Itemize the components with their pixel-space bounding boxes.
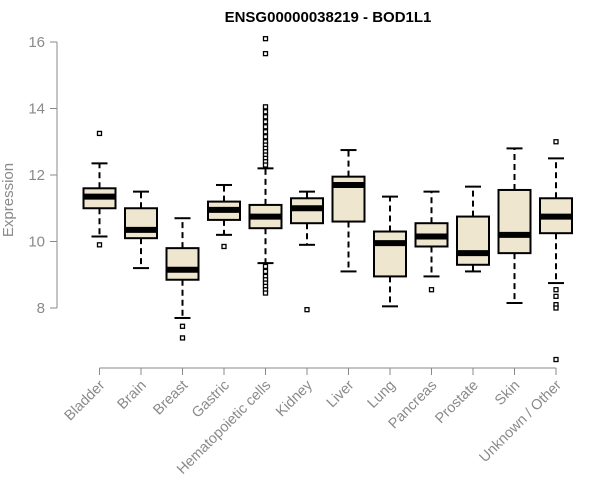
- box-kidney: [290, 190, 324, 313]
- x-tick-label: Brain: [115, 378, 150, 413]
- iqr-box: [497, 188, 532, 255]
- y-tick-label: 10: [28, 234, 45, 251]
- box-bladder: [82, 130, 117, 248]
- outlier-point: [553, 293, 559, 300]
- outlier-point: [96, 130, 103, 137]
- iqr-box: [456, 215, 490, 266]
- outlier-point: [179, 323, 186, 329]
- outlier-point: [179, 335, 186, 341]
- outlier-point: [262, 119, 269, 125]
- box-gastric: [207, 183, 241, 250]
- outlier-point: [262, 290, 269, 296]
- outlier-point: [262, 162, 269, 168]
- outlier-point: [262, 129, 269, 135]
- box-hematopoietic-cells: [248, 36, 283, 296]
- outlier-point: [262, 114, 269, 120]
- iqr-box: [124, 207, 158, 240]
- outlier-point: [553, 287, 559, 293]
- chart-title: ENSG00000038219 - BOD1L1: [225, 9, 432, 26]
- outlier-point: [262, 104, 269, 110]
- y-tick-label: 16: [28, 34, 45, 51]
- box-unknown-other: [539, 139, 573, 363]
- box-skin: [497, 147, 532, 305]
- boxes-group: [82, 36, 573, 363]
- outlier-point: [262, 36, 269, 42]
- y-tick-label: 12: [28, 167, 45, 184]
- iqr-box: [165, 247, 200, 281]
- outlier-point: [221, 243, 227, 250]
- outlier-point: [553, 305, 559, 311]
- y-axis: 8 10 12 14 16: [28, 34, 58, 317]
- outlier-point: [262, 109, 269, 115]
- x-tick-label: Breast: [150, 378, 191, 419]
- outlier-point: [304, 307, 310, 313]
- outlier-point: [553, 139, 559, 145]
- outlier-point: [262, 50, 269, 57]
- box-lung: [373, 195, 407, 308]
- box-liver: [331, 149, 366, 273]
- x-tick-label: Prostate: [432, 378, 481, 427]
- x-tick-label: Liver: [324, 377, 358, 411]
- y-tick-label: 14: [28, 101, 45, 118]
- box-breast: [165, 217, 200, 341]
- y-axis-label: Expression: [0, 163, 17, 237]
- outlier-point: [96, 242, 103, 248]
- x-tick-label: Bladder: [62, 377, 109, 424]
- outlier-point: [553, 356, 559, 363]
- outlier-point: [262, 268, 269, 275]
- iqr-box: [373, 230, 407, 278]
- box-prostate: [456, 185, 490, 273]
- y-tick-label: 8: [37, 300, 45, 317]
- box-brain: [124, 190, 158, 270]
- outlier-point: [262, 263, 269, 270]
- box-pancreas: [414, 190, 449, 293]
- outlier-point: [262, 124, 269, 130]
- x-tick-label: Kidney: [273, 377, 316, 420]
- outlier-point: [428, 287, 435, 293]
- x-tick-label: Lung: [365, 378, 399, 412]
- outlier-point: [262, 134, 269, 140]
- x-tick-label: Skin: [492, 378, 523, 409]
